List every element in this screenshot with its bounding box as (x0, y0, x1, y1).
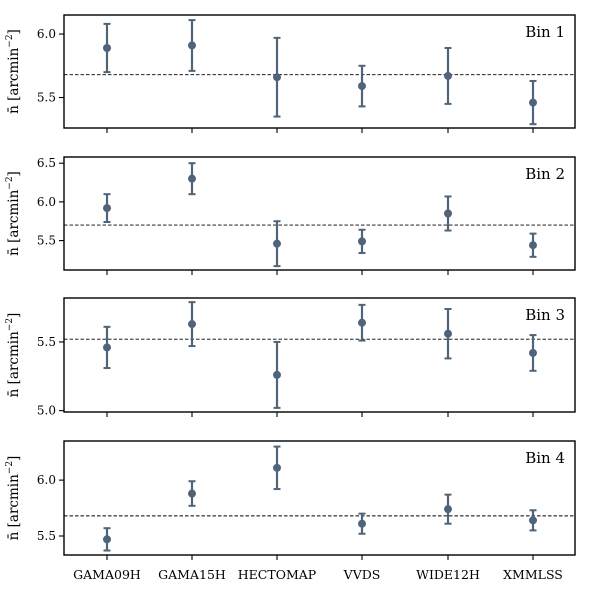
y-axis-label: n̄ [arcmin−2] (5, 313, 22, 398)
data-point (188, 41, 196, 50)
data-point (358, 318, 366, 327)
data-point-group (103, 527, 111, 552)
data-point (358, 82, 366, 91)
y-tick-label: 5.5 (37, 234, 56, 248)
x-category-label: XMMLSS (503, 567, 563, 582)
data-point-group (444, 307, 452, 360)
data-point-group (188, 19, 196, 72)
data-point (529, 516, 537, 525)
data-point (444, 329, 452, 338)
y-axis-label: n̄ [arcmin−2] (5, 171, 22, 256)
y-tick-label: 5.5 (37, 335, 56, 349)
data-point-group (273, 340, 281, 409)
axes-frame (63, 156, 576, 271)
data-point (529, 98, 537, 107)
data-point-group (358, 64, 366, 108)
data-point-group (444, 493, 452, 525)
data-point (358, 237, 366, 246)
data-point-group (358, 512, 366, 535)
data-point-group (358, 303, 366, 342)
bin-label: Bin 4 (525, 449, 565, 467)
data-point-group (188, 162, 196, 196)
panel-2: 5.5 6.0 6.5 Bin 2 n̄ [arcmin−2] (5, 156, 576, 275)
data-point (273, 239, 281, 248)
data-point-group (444, 195, 452, 232)
data-point (444, 71, 452, 80)
data-point (273, 463, 281, 472)
axes-frame (63, 440, 576, 556)
bin-label: Bin 3 (525, 306, 565, 324)
data-point-group (103, 22, 111, 74)
data-point-group (273, 220, 281, 268)
data-point-group (358, 228, 366, 254)
panel-3: 5.0 5.5 Bin 3 n̄ [arcmin−2] (5, 297, 576, 418)
data-point-group (103, 193, 111, 224)
data-point (273, 73, 281, 82)
data-point (529, 348, 537, 357)
data-point-group (103, 325, 111, 370)
y-tick-label: 5.5 (37, 91, 56, 105)
y-axis-label: n̄ [arcmin−2] (5, 29, 22, 114)
data-point-group (188, 301, 196, 348)
data-point (188, 174, 196, 183)
data-point-group (273, 445, 281, 491)
data-point-group (273, 36, 281, 118)
data-point (103, 44, 111, 53)
data-point (103, 535, 111, 544)
data-point-group (529, 509, 537, 532)
y-tick-label: 5.0 (37, 404, 56, 418)
bin-label: Bin 1 (525, 23, 565, 41)
y-tick-label: 6.5 (37, 156, 56, 170)
panel-4: 5.5 6.0 Bin 4 n̄ [arcmin−2] (5, 440, 576, 560)
data-point (529, 241, 537, 250)
data-point-group (529, 334, 537, 372)
x-category-label: GAMA09H (73, 567, 141, 582)
x-category-label: HECTOMAP (238, 567, 316, 582)
y-tick-label: 6.0 (37, 473, 56, 487)
data-point (188, 489, 196, 498)
panel-1: 5.5 6.0 Bin 1 n̄ [arcmin−2] (5, 14, 576, 133)
x-category-label: GAMA15H (158, 567, 226, 582)
y-tick-label: 5.5 (37, 529, 56, 543)
data-point (103, 343, 111, 352)
bin-label: Bin 2 (525, 165, 565, 183)
data-point (358, 519, 366, 528)
y-tick-label: 6.0 (37, 27, 56, 41)
x-category-label: VVDS (343, 567, 381, 582)
axes-frame (63, 297, 576, 413)
axes-frame (63, 14, 576, 129)
data-point (103, 204, 111, 213)
y-axis-label: n̄ [arcmin−2] (5, 456, 22, 541)
data-point-group (529, 232, 537, 258)
data-point (188, 320, 196, 329)
data-point (273, 370, 281, 379)
data-point (444, 209, 452, 218)
data-point-group (529, 80, 537, 126)
y-tick-label: 6.0 (37, 195, 56, 209)
data-point (444, 505, 452, 514)
data-point-group (188, 480, 196, 507)
x-category-label: WIDE12H (416, 567, 480, 582)
data-point-group (444, 47, 452, 105)
